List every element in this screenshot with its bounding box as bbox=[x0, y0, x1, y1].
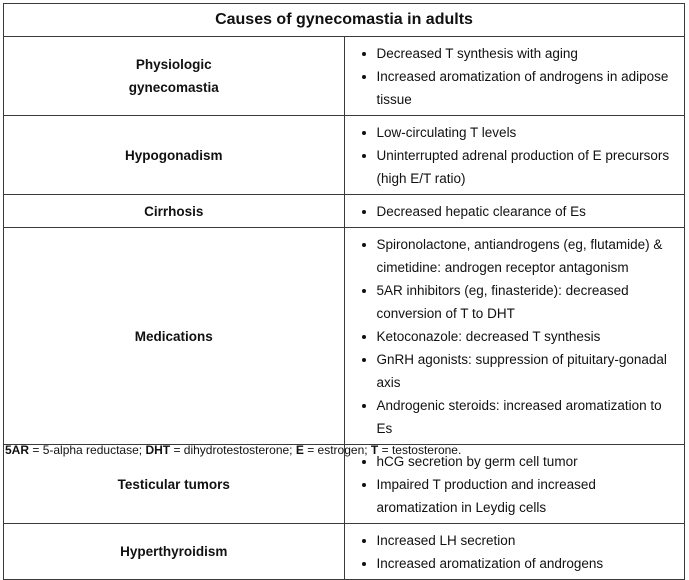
list-item: Ketoconazole: decreased T synthesis bbox=[359, 325, 677, 348]
abbreviation-definition: = estrogen; bbox=[303, 443, 371, 457]
cause-label: Cirrhosis bbox=[144, 203, 204, 219]
abbreviation-term: DHT bbox=[145, 443, 171, 457]
cause-label: Hyperthyroidism bbox=[120, 544, 228, 559]
list-item: Increased aromatization of androgens bbox=[359, 552, 677, 575]
cause-label: Hypogonadism bbox=[124, 147, 223, 163]
table-row: Hyperthyroidism Increased LH secretion I… bbox=[3, 523, 685, 580]
table-title-row: Causes of gynecomastia in adults bbox=[3, 3, 685, 37]
document-page: Causes of gynecomastia in adults Physiol… bbox=[3, 3, 685, 580]
list-item: Decreased T synthesis with aging bbox=[359, 42, 677, 65]
mechanism-list: Increased LH secretion Increased aromati… bbox=[345, 524, 685, 579]
table-title: Causes of gynecomastia in adults bbox=[3, 3, 685, 37]
mechanism-list: Spironolactone, antiandrogens (eg, fluta… bbox=[345, 228, 685, 444]
cause-cell: Physiologic gynecomastia bbox=[3, 36, 345, 116]
list-item: hCG secretion by germ cell tumor bbox=[359, 450, 677, 473]
table-row: Physiologic gynecomastia Decreased T syn… bbox=[3, 36, 685, 116]
causes-table: Causes of gynecomastia in adults Physiol… bbox=[3, 3, 685, 580]
list-item: Spironolactone, antiandrogens (eg, fluta… bbox=[359, 233, 677, 279]
cause-label: Physiologic bbox=[135, 57, 212, 72]
list-item: Decreased hepatic clearance of Es bbox=[359, 200, 677, 223]
table-row: Hypogonadism Low-circulating T levels Un… bbox=[3, 115, 685, 195]
abbreviation-definition: = testosterone. bbox=[378, 443, 462, 457]
cause-label: Testicular tumors bbox=[117, 476, 230, 492]
abbreviation-term: E bbox=[295, 443, 304, 457]
abbreviation-definition: = 5-alpha reductase; bbox=[29, 443, 146, 457]
mechanism-cell: Spironolactone, antiandrogens (eg, fluta… bbox=[343, 227, 685, 445]
cause-label: Medications bbox=[134, 328, 213, 344]
mechanism-list: Decreased T synthesis with aging Increas… bbox=[345, 37, 685, 115]
cause-cell: Cirrhosis bbox=[3, 194, 345, 228]
abbreviation-definition: = dihydrotestosterone; bbox=[170, 443, 296, 457]
list-item: Increased LH secretion bbox=[359, 529, 677, 552]
list-item: Androgenic steroids: increased aromatiza… bbox=[359, 394, 677, 440]
list-item: 5AR inhibitors (eg, finasteride): decrea… bbox=[359, 279, 677, 325]
list-item: GnRH agonists: suppression of pituitary-… bbox=[359, 348, 677, 394]
cause-cell: Hypogonadism bbox=[3, 115, 345, 195]
cause-cell: Hyperthyroidism bbox=[3, 523, 345, 580]
abbreviation-term: 5AR bbox=[5, 443, 30, 457]
abbreviations-footnote: 5AR = 5-alpha reductase; DHT = dihydrote… bbox=[5, 442, 461, 458]
list-item: Uninterrupted adrenal production of E pr… bbox=[359, 144, 677, 190]
list-item: Impaired T production and increased arom… bbox=[359, 473, 677, 519]
cause-cell: Medications bbox=[3, 227, 345, 445]
mechanism-cell: Decreased hepatic clearance of Es bbox=[343, 194, 685, 228]
mechanism-list: Decreased hepatic clearance of Es bbox=[345, 195, 685, 227]
list-item: Increased aromatization of androgens in … bbox=[359, 65, 677, 111]
cause-label: gynecomastia bbox=[128, 80, 219, 95]
abbreviation-term: T bbox=[370, 443, 379, 457]
table-row: Medications Spironolactone, antiandrogen… bbox=[3, 227, 685, 445]
table-row: Cirrhosis Decreased hepatic clearance of… bbox=[3, 194, 685, 228]
mechanism-cell: Low-circulating T levels Uninterrupted a… bbox=[343, 115, 685, 195]
list-item: Low-circulating T levels bbox=[359, 121, 677, 144]
mechanism-list: Low-circulating T levels Uninterrupted a… bbox=[345, 116, 685, 194]
mechanism-cell: Decreased T synthesis with aging Increas… bbox=[343, 36, 685, 116]
mechanism-cell: Increased LH secretion Increased aromati… bbox=[343, 523, 685, 580]
